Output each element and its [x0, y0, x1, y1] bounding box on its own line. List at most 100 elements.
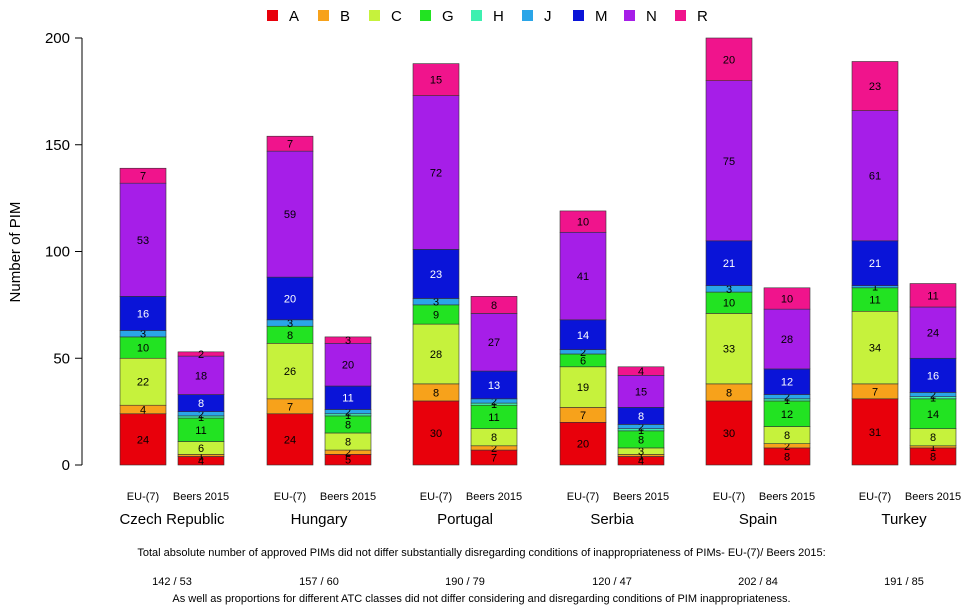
segment-value-label: 10: [577, 217, 589, 229]
segment-value-label: 8: [784, 430, 790, 442]
segment-value-label: 8: [930, 432, 936, 444]
segment-value-label: 22: [137, 377, 149, 389]
segment-value-label: 3: [433, 297, 439, 309]
legend-label-m: M: [595, 8, 608, 25]
segment-value-label: 8: [638, 411, 644, 423]
segment-value-label: 11: [927, 290, 938, 302]
legend-label-n: N: [646, 8, 657, 25]
bar-segment-m: [851, 240, 899, 286]
bar-segment-c: [851, 310, 899, 385]
bar-segment-r: [763, 287, 811, 310]
legend-swatch-b: [318, 10, 329, 21]
bar-segment-c: [412, 323, 460, 385]
bar-segment-m: [119, 296, 167, 331]
segment-value-label: 8: [433, 387, 439, 399]
bar-segment-a: [559, 421, 607, 466]
segment-value-label: 1: [784, 395, 790, 407]
segment-value-label: 2: [198, 349, 204, 361]
segment-value-label: 3: [345, 335, 351, 347]
segment-value-label: 31: [869, 427, 881, 439]
segment-value-label: 11: [195, 425, 206, 437]
segment-value-label: 28: [430, 349, 442, 361]
bar-label: EU-(7): [567, 491, 599, 503]
segment-value-label: 33: [723, 344, 735, 356]
legend-swatch-r: [675, 10, 686, 21]
bar-segment-m: [705, 240, 753, 286]
x-axis-labels: EU-(7) Beers 2015 Czech Republic EU-(7) Beer…: [119, 491, 961, 528]
segment-value-label: 61: [869, 171, 881, 183]
group-label: Turkey: [881, 511, 927, 528]
segment-value-label: 1: [638, 450, 644, 462]
segment-value-label: 16: [927, 370, 939, 382]
bar-segment-m: [909, 357, 957, 393]
legend-label-h: H: [493, 8, 504, 25]
bar-segment-c: [705, 313, 753, 385]
bar-segment-n: [324, 343, 372, 387]
segment-value-label: 10: [723, 298, 735, 310]
bar-segment-r: [177, 351, 225, 357]
segment-value-label: 19: [577, 382, 589, 394]
bar-segment-a: [412, 400, 460, 466]
segment-value-label: 2: [930, 390, 936, 402]
segment-value-label: 3: [287, 318, 293, 330]
total-label: 157 / 60: [299, 576, 339, 588]
bar-segment-r: [705, 37, 753, 82]
legend-label-c: C: [391, 8, 402, 25]
segment-value-label: 5: [345, 455, 351, 467]
y-axis-title: Number of PIM: [7, 202, 24, 303]
bar-label: Beers 2015: [905, 491, 961, 503]
legend-label-g: G: [442, 8, 454, 25]
y-tick-label: 0: [62, 457, 70, 474]
total-label: 142 / 53: [152, 576, 192, 588]
bar-segment-c: [266, 343, 314, 400]
segment-value-label: 10: [781, 293, 793, 305]
bar-segment-m: [763, 368, 811, 395]
bar-segment-n: [119, 182, 167, 297]
bar-segment-a: [851, 398, 899, 466]
segment-value-label: 18: [195, 370, 207, 382]
segment-value-label: 20: [577, 439, 589, 451]
segment-value-label: 34: [869, 343, 881, 355]
total-label: 191 / 85: [884, 576, 924, 588]
bar-segment-n: [851, 110, 899, 242]
group-label: Czech Republic: [119, 511, 225, 528]
segment-value-label: 1: [872, 282, 878, 294]
bar-label: Beers 2015: [466, 491, 522, 503]
bar-segment-r: [909, 283, 957, 308]
segment-value-label: 12: [781, 409, 793, 421]
total-label: 120 / 47: [592, 576, 632, 588]
segment-value-label: 11: [342, 393, 353, 405]
group-label: Hungary: [291, 511, 348, 528]
segment-value-label: 20: [284, 293, 296, 305]
segment-value-label: 1: [930, 442, 936, 454]
bar-segment-n: [909, 306, 957, 359]
segment-value-label: 30: [430, 428, 442, 440]
bar-label: EU-(7): [859, 491, 891, 503]
segment-value-label: 15: [635, 386, 647, 398]
bar-segment-r: [266, 135, 314, 152]
segment-value-label: 9: [433, 309, 439, 321]
segment-value-label: 3: [638, 446, 644, 458]
segment-value-label: 30: [723, 428, 735, 440]
segment-value-label: 2: [198, 409, 204, 421]
segment-value-label: 3: [726, 284, 732, 296]
segment-value-label: 15: [430, 75, 442, 87]
bar-segment-n: [763, 308, 811, 370]
segment-value-label: 2: [784, 441, 790, 453]
bar-segment-g: [763, 400, 811, 427]
segment-value-label: 2: [345, 447, 351, 459]
y-tick-label: 50: [53, 350, 70, 367]
segment-value-label: 4: [638, 456, 644, 468]
segment-value-label: 21: [723, 258, 735, 270]
y-axis: 0 50 100 150 200: [45, 30, 83, 474]
total-label: 202 / 84: [738, 576, 778, 588]
segment-value-label: 23: [869, 81, 881, 93]
segment-value-label: 13: [488, 380, 500, 392]
segment-value-label: 7: [580, 410, 586, 422]
segment-value-label: 4: [198, 456, 204, 468]
bar-segment-r: [559, 210, 607, 233]
segment-value-label: 1: [930, 393, 936, 405]
bar-segment-m: [266, 276, 314, 321]
bar-segment-r: [119, 167, 167, 184]
